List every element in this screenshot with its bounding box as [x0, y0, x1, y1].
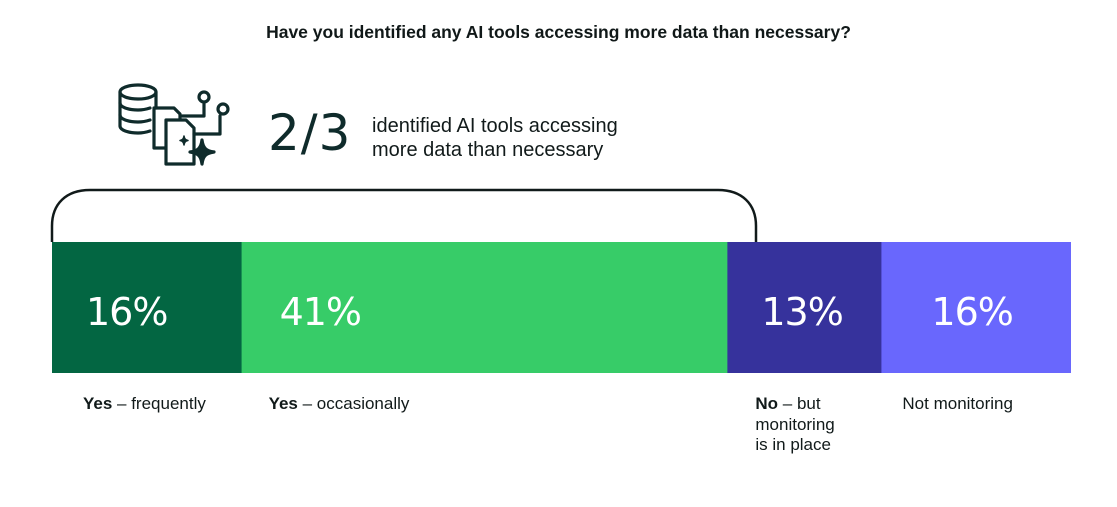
label-yes-frequently-bold: Yes	[83, 394, 113, 413]
callout-text: identified AI tools accessing more data …	[372, 114, 618, 162]
headline-fraction: 2/3	[268, 104, 352, 162]
database-documents-sparkle-icon	[116, 82, 240, 180]
bar-segment-3	[881, 242, 1071, 373]
bar-value-label-0: 16%	[86, 290, 167, 334]
bar-segment-2	[727, 242, 882, 373]
bar-value-label-3: 16%	[931, 290, 1012, 334]
label-yes-occasionally-bold: Yes	[268, 394, 298, 413]
grouping-bracket	[50, 188, 758, 242]
label-yes-frequently: Yes – frequently	[83, 394, 206, 415]
label-not-monitoring-rest: Not monitoring	[902, 394, 1013, 413]
label-not-monitoring: Not monitoring	[902, 394, 1013, 415]
label-no-monitoring-bold: No	[755, 394, 779, 413]
bar-segment-1	[241, 242, 728, 373]
chart-title: Have you identified any AI tools accessi…	[266, 22, 851, 42]
callout-line-2: more data than necessary	[372, 139, 604, 161]
label-no-monitoring-line3: is in place	[755, 435, 831, 454]
bar-segment-0	[52, 242, 243, 373]
category-labels: Yes – frequently Yes – occasionally No –…	[0, 394, 1117, 474]
stacked-bar: 16% 41% 13% 16%	[52, 242, 1071, 373]
label-no-monitoring-line2: monitoring	[755, 414, 835, 434]
label-no-monitoring-rest: – but	[778, 394, 821, 413]
label-yes-frequently-rest: – frequently	[112, 394, 206, 413]
label-yes-occasionally: Yes – occasionally	[269, 394, 410, 415]
callout-line-1: identified AI tools accessing	[372, 115, 618, 137]
label-yes-occasionally-rest: – occasionally	[297, 394, 410, 413]
bar-value-label-1: 41%	[280, 290, 361, 334]
label-no-monitoring: No – but monitoring is in place	[755, 394, 834, 456]
bar-value-label-2: 13%	[761, 290, 842, 334]
